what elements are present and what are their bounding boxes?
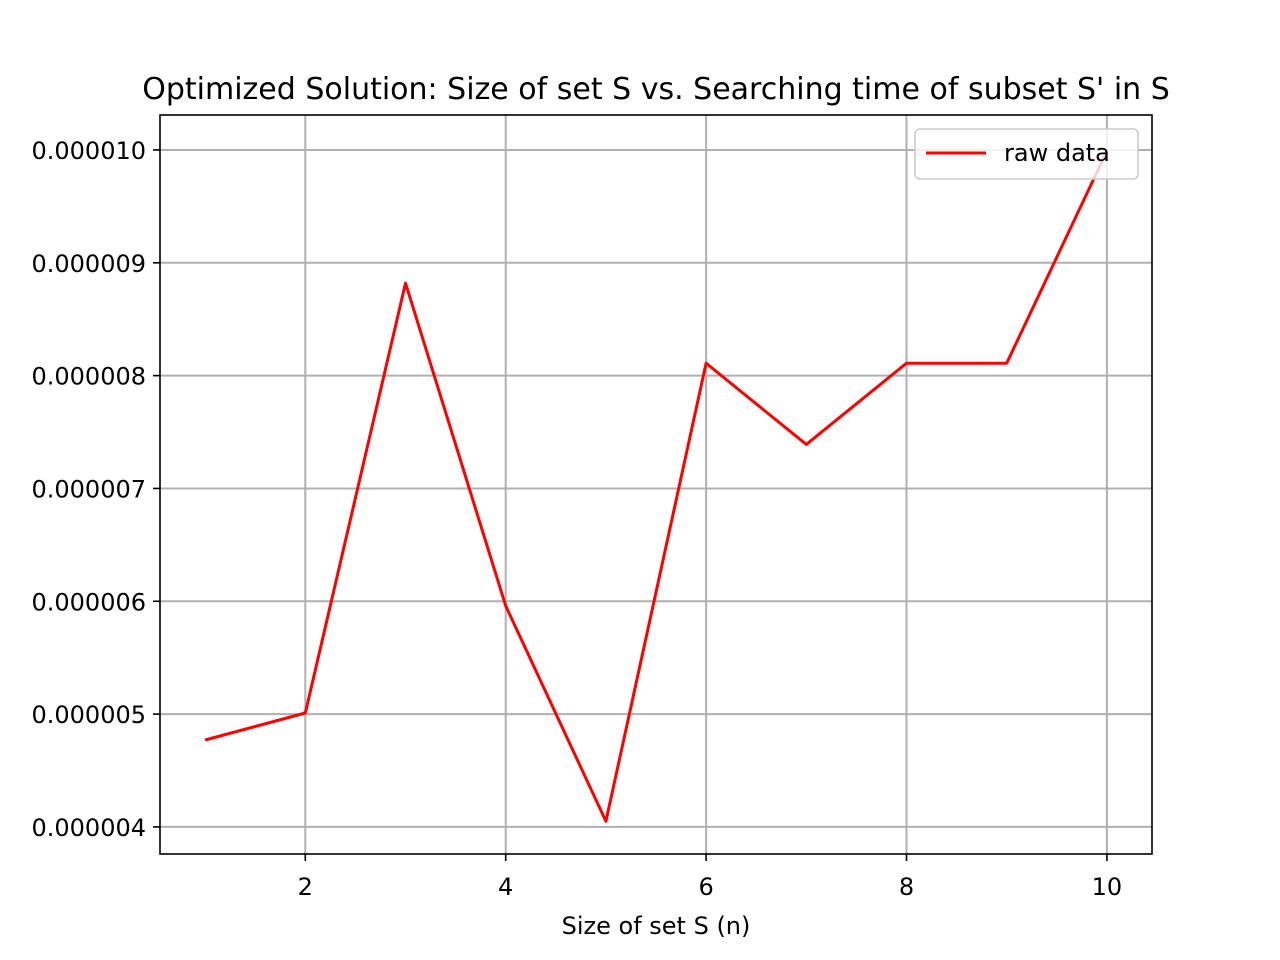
x-tick-label: 4 [498, 873, 513, 901]
legend: raw data [914, 128, 1139, 180]
y-tick-label: 0.000007 [31, 475, 146, 503]
y-tick-label: 0.000006 [31, 588, 146, 616]
x-tick-label: 8 [899, 873, 914, 901]
y-tick-label: 0.000010 [31, 137, 146, 165]
series-line-raw-data [204, 150, 1109, 823]
x-axis-label: Size of set S (n) [562, 912, 751, 940]
x-tick-label: 10 [1092, 873, 1123, 901]
y-tick-label: 0.000009 [31, 250, 146, 278]
legend-box [914, 128, 1139, 180]
y-tick-label: 0.000004 [31, 814, 146, 842]
grid [160, 115, 1152, 854]
series-layer [204, 150, 1109, 823]
legend-label-raw-data: raw data [1004, 139, 1110, 167]
axis-ticks: 2 4 6 8 10 0.000004 0.000005 0.000006 0.000007 0.… [31, 137, 1122, 901]
y-tick-label: 0.000008 [31, 363, 146, 391]
y-tick-label: 0.000005 [31, 701, 146, 729]
plot-frame [159, 114, 1153, 855]
x-tick-label: 2 [298, 873, 313, 901]
x-tick-label: 6 [698, 873, 713, 901]
chart-title: Optimized Solution: Size of set S vs. Se… [142, 72, 1170, 107]
